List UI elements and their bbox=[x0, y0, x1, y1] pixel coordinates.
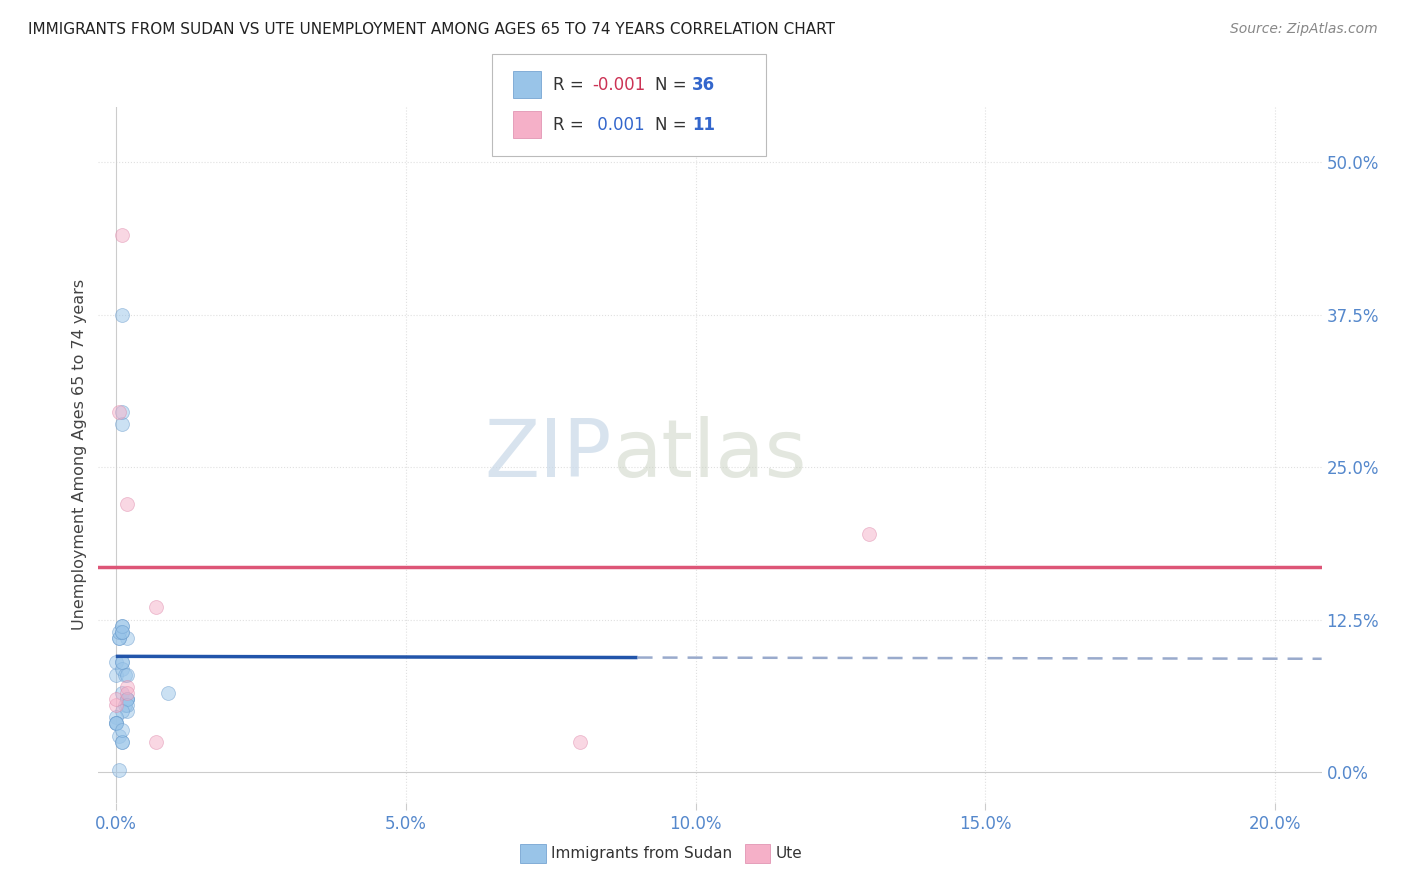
Point bbox=[117, 497, 139, 511]
Point bbox=[110, 656, 132, 670]
Point bbox=[107, 729, 129, 743]
Point bbox=[117, 680, 139, 694]
Text: Immigrants from Sudan: Immigrants from Sudan bbox=[551, 847, 733, 861]
Point bbox=[858, 527, 880, 541]
Point bbox=[568, 735, 591, 749]
Text: 36: 36 bbox=[692, 76, 714, 94]
Point bbox=[104, 667, 127, 681]
Point bbox=[104, 716, 127, 731]
Text: ZIP: ZIP bbox=[485, 416, 612, 494]
Point bbox=[110, 661, 132, 675]
Point bbox=[110, 735, 132, 749]
Point bbox=[145, 600, 167, 615]
Point bbox=[104, 710, 127, 724]
Text: Source: ZipAtlas.com: Source: ZipAtlas.com bbox=[1230, 22, 1378, 37]
Point bbox=[114, 698, 136, 713]
Point bbox=[104, 716, 127, 731]
Point bbox=[156, 686, 179, 700]
Text: Ute: Ute bbox=[776, 847, 803, 861]
Point bbox=[110, 624, 132, 639]
Point bbox=[104, 716, 127, 731]
Point bbox=[117, 698, 139, 713]
Point bbox=[110, 624, 132, 639]
Point bbox=[110, 308, 132, 322]
Point bbox=[117, 704, 139, 718]
Point bbox=[117, 667, 139, 681]
Text: atlas: atlas bbox=[612, 416, 807, 494]
Point bbox=[110, 686, 132, 700]
Y-axis label: Unemployment Among Ages 65 to 74 years: Unemployment Among Ages 65 to 74 years bbox=[72, 279, 87, 631]
Point bbox=[107, 631, 129, 645]
Point bbox=[110, 228, 132, 243]
Point bbox=[117, 692, 139, 706]
Point bbox=[104, 698, 127, 713]
Point bbox=[107, 405, 129, 419]
Point bbox=[110, 723, 132, 737]
Point bbox=[110, 735, 132, 749]
Point bbox=[107, 624, 129, 639]
Point bbox=[117, 692, 139, 706]
Point bbox=[110, 417, 132, 432]
Text: R =: R = bbox=[553, 76, 589, 94]
Point bbox=[117, 631, 139, 645]
Point bbox=[114, 667, 136, 681]
Text: IMMIGRANTS FROM SUDAN VS UTE UNEMPLOYMENT AMONG AGES 65 TO 74 YEARS CORRELATION : IMMIGRANTS FROM SUDAN VS UTE UNEMPLOYMEN… bbox=[28, 22, 835, 37]
Point bbox=[145, 735, 167, 749]
Point bbox=[117, 692, 139, 706]
Point bbox=[107, 763, 129, 777]
Point bbox=[104, 692, 127, 706]
Text: -0.001: -0.001 bbox=[592, 76, 645, 94]
Point bbox=[110, 656, 132, 670]
Text: N =: N = bbox=[655, 76, 692, 94]
Point bbox=[110, 619, 132, 633]
Point bbox=[110, 619, 132, 633]
Text: 0.001: 0.001 bbox=[592, 116, 644, 134]
Text: N =: N = bbox=[655, 116, 692, 134]
Text: R =: R = bbox=[553, 116, 589, 134]
Text: 11: 11 bbox=[692, 116, 714, 134]
Point bbox=[110, 405, 132, 419]
Point bbox=[117, 686, 139, 700]
Point bbox=[104, 656, 127, 670]
Point bbox=[107, 631, 129, 645]
Point bbox=[110, 704, 132, 718]
